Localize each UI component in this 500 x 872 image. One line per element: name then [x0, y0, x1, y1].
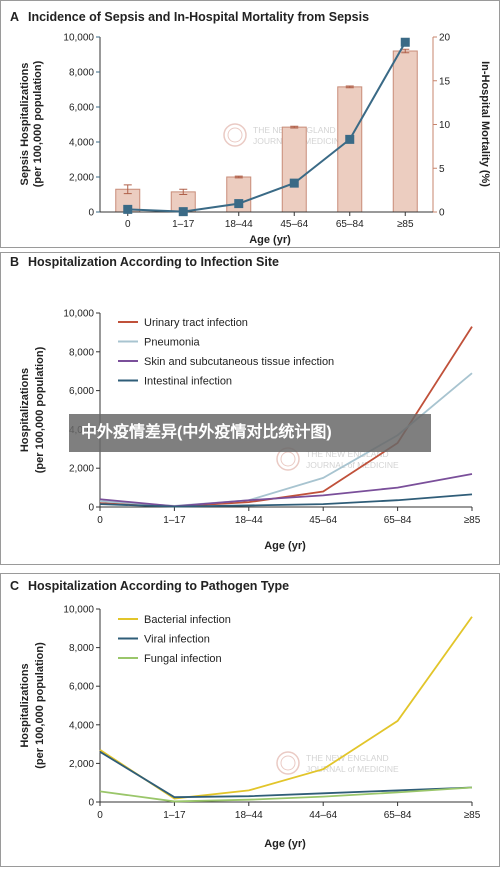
- panel-c-series-line: [99, 786, 473, 803]
- panel-a-x-tick-label: 65–84: [336, 219, 364, 230]
- panel-b-legend-label: Intestinal infection: [144, 376, 232, 388]
- panel-c-y-tick-label: 2,000: [69, 759, 94, 770]
- panel-c-y-tick-label: 8,000: [69, 643, 94, 654]
- panel-a-right-tick-label: 0: [439, 208, 445, 219]
- panel-c-x-tick-label: 0: [97, 810, 103, 821]
- panel-b-legend-label: Pneumonia: [144, 337, 201, 349]
- panel-c-legend-label: Fungal infection: [144, 653, 222, 665]
- panel-a-x-tick-label: 45–64: [280, 219, 308, 230]
- panel-a-x-tick-label: 18–44: [225, 219, 253, 230]
- panel-a-hospitalization-point: [289, 178, 299, 188]
- panel-b-legend-label: Urinary tract infection: [144, 317, 248, 329]
- panel-b-x-tick-label: 0: [97, 515, 103, 526]
- panel-c-y-axis-label: Hospitalizations (per 100,000 population): [19, 642, 46, 769]
- panel-b-watermark-line1: THE NEW ENGLAND: [306, 449, 389, 459]
- panel-b-y-tick-label: 2,000: [69, 464, 94, 475]
- panel-a-watermark-seal-inner: [227, 127, 243, 143]
- panel-c-series-line: [99, 751, 473, 799]
- panel-a-hospitalization-point: [345, 134, 355, 144]
- panel-a-hospitalization-point: [400, 37, 410, 47]
- panel-b-x-tick-label: 1–17: [163, 515, 186, 526]
- panel-a-left-tick-label: 6,000: [69, 103, 94, 114]
- panel-a-x-tick-label: 1–17: [172, 219, 195, 230]
- panel-a-mortality-bar: [337, 86, 363, 213]
- panel-b-x-tick-label: 45–64: [309, 515, 337, 526]
- panel-c-watermark-line1: THE NEW ENGLAND: [306, 753, 389, 763]
- panel-c-x-tick-label: 18–44: [235, 810, 263, 821]
- panel-a-x-axis-label: Age (yr): [249, 234, 291, 246]
- panel-a-left-tick-label: 4,000: [69, 138, 94, 149]
- panel-a-mortality-bar: [281, 126, 307, 213]
- panel-a-left-axis-label: Sepsis Hospitalizations(per 100,000 popu…: [19, 60, 44, 187]
- panel-a-letter: A: [10, 10, 19, 24]
- panel-a-right-tick-label: 10: [439, 120, 451, 131]
- panel-b-legend-label: Skin and subcutaneous tissue infection: [144, 356, 334, 368]
- panel-a-right-axis-label: In-Hospital Mortality (%): [479, 61, 491, 187]
- panel-c-watermark-seal-inner: [280, 755, 296, 771]
- panel-b-series-line: [99, 473, 473, 508]
- panel-b-x-tick-label: 65–84: [384, 515, 412, 526]
- panel-c-y-tick-label: 6,000: [69, 682, 94, 693]
- panel-c-x-tick-label: ≥85: [464, 810, 481, 821]
- panel-b-x-tick-label: 18–44: [235, 515, 263, 526]
- panel-a-left-tick-label: 10,000: [63, 33, 94, 44]
- panel-a-title: Incidence of Sepsis and In-Hospital Mort…: [28, 10, 369, 24]
- panel-a-left-tick-label: 0: [88, 208, 94, 219]
- panel-c-watermark-line2: JOURNAL of MEDICINE: [306, 764, 399, 774]
- panel-b-x-axis-label: Age (yr): [264, 540, 306, 552]
- panel-c-y-tick-label: 10,000: [63, 605, 94, 616]
- panel-a-x-tick-label: ≥85: [397, 219, 414, 230]
- panel-a-mortality-bar: [392, 50, 418, 213]
- panel-a-hospitalization-point: [123, 204, 133, 214]
- panel-c-x-tick-label: 65–84: [384, 810, 412, 821]
- panel-c: C Hospitalization According to Pathogen …: [0, 573, 500, 867]
- panel-c-x-tick-label: 44–64: [309, 810, 337, 821]
- panel-a-right-tick-label: 5: [439, 164, 445, 175]
- panel-c-x-axis-label: Age (yr): [264, 838, 306, 850]
- panel-a-hospitalization-line: [127, 41, 407, 213]
- panel-a-x-tick-label: 0: [125, 219, 131, 230]
- panel-a-hospitalization-point: [234, 199, 244, 209]
- panel-b-x-tick-label: ≥85: [464, 515, 481, 526]
- panel-c-letter: C: [10, 579, 19, 593]
- panel-a: A Incidence of Sepsis and In-Hospital Mo…: [0, 0, 500, 248]
- panel-b-watermark-seal-inner: [280, 451, 296, 467]
- overlay-caption: 中外疫情差异(中外疫情对比统计图): [69, 414, 431, 452]
- panel-c-y-tick-label: 0: [88, 798, 94, 809]
- panel-c-y-tick-label: 4,000: [69, 720, 94, 731]
- panel-b: B Hospitalization According to Infection…: [0, 252, 500, 565]
- panel-b-y-axis-label: Hospitalizations (per 100,000 population): [19, 346, 46, 473]
- panel-c-legend-label: Bacterial infection: [144, 614, 231, 626]
- panel-b-title: Hospitalization According to Infection S…: [28, 255, 279, 269]
- panel-a-left-tick-label: 2,000: [69, 173, 94, 184]
- panel-c-watermark-seal-icon: [276, 751, 300, 775]
- panel-b-y-tick-label: 8,000: [69, 347, 94, 358]
- panel-c-x-tick-label: 1–17: [163, 810, 186, 821]
- panel-a-watermark-seal-icon: [223, 123, 247, 147]
- panel-a-right-tick-label: 20: [439, 33, 451, 44]
- panel-b-y-tick-label: 6,000: [69, 386, 94, 397]
- panel-c-title: Hospitalization According to Pathogen Ty…: [28, 579, 289, 593]
- panel-b-watermark-line2: JOURNAL of MEDICINE: [306, 460, 399, 470]
- panel-b-y-tick-label: 0: [88, 503, 94, 514]
- panel-b-series-line: [99, 493, 473, 508]
- panel-a-left-tick-label: 8,000: [69, 68, 94, 79]
- panel-b-y-tick-label: 10,000: [63, 309, 94, 320]
- panel-a-hospitalization-point: [178, 207, 188, 217]
- panel-c-legend-label: Viral infection: [144, 634, 210, 646]
- panel-a-right-tick-label: 15: [439, 76, 451, 87]
- panel-b-letter: B: [10, 255, 19, 269]
